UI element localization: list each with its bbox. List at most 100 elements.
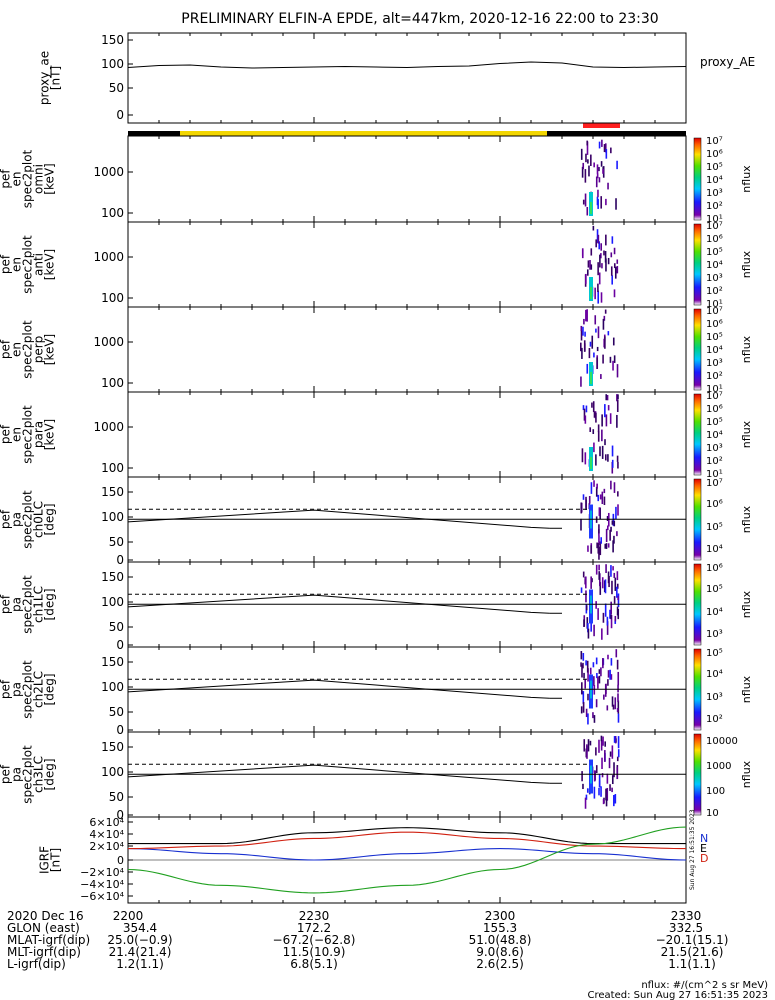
spectrogram-cell [586, 746, 588, 759]
spectrogram-cell [582, 494, 585, 500]
eph-r4-c2: 2.6(2.5) [476, 957, 524, 971]
spectrogram-cell [599, 446, 601, 457]
spectrogram-cell [606, 395, 609, 401]
colorbar-tick-label: 10⁵ [706, 417, 723, 428]
spectrogram-cell [611, 787, 613, 793]
y-axis-label: en [10, 427, 24, 442]
colorbar [693, 393, 702, 476]
spectrogram-cell [616, 399, 619, 412]
spectrogram-cell [582, 326, 584, 336]
spectrogram-cell [586, 141, 589, 155]
colorbar-tick-label: 10⁴ [706, 607, 723, 618]
spectrogram-cell [607, 257, 610, 265]
curves-layer [127, 61, 687, 894]
spectrogram-cell [613, 762, 615, 768]
spectrogram-cell [580, 587, 583, 593]
y-tick-label: 1000 [93, 250, 124, 264]
spectrogram-cell [584, 797, 587, 809]
y-axis-label: pef [0, 424, 13, 444]
spectrogram-cell [601, 577, 604, 589]
spectrogram-cell [609, 609, 611, 619]
eph-r3-c2: 9.0(8.6) [476, 945, 524, 959]
loss-cone-curve [127, 764, 550, 784]
y-tick-label: 0 [116, 723, 124, 737]
spectrogram-core [590, 287, 592, 299]
eph-r4-c3: 1.1(1.1) [668, 957, 716, 971]
spectrogram-cell [593, 786, 596, 799]
spectrogram-cell [586, 309, 588, 322]
y-axis-label: pa [10, 767, 24, 782]
y-axis-label: ch2LC [32, 671, 46, 708]
eph-r4-c1: 6.8(5.1) [290, 957, 338, 971]
spectrogram-cell [617, 593, 620, 607]
spectrogram-cell [601, 263, 603, 269]
spectrogram-cell [610, 615, 613, 629]
spectrogram-cell [610, 266, 613, 276]
y-tick-label: 4×10⁴ [89, 828, 124, 841]
colorbar-tick-label: 10⁶ [706, 234, 723, 245]
spectrogram-cell [616, 414, 618, 428]
colorbar-tick-label: 10⁷ [706, 221, 723, 232]
eph-r2-c3: −20.1(15.1) [656, 933, 729, 947]
legend-e: E [700, 842, 707, 855]
spectrogram-cell [604, 543, 607, 549]
spectrogram-cell [611, 580, 613, 595]
igrf-N-line [127, 848, 687, 861]
spectrogram-cell [585, 309, 587, 322]
y-tick-label: 1000 [93, 420, 124, 434]
spectrogram-cell [612, 540, 614, 553]
spectrogram-cell [596, 672, 598, 679]
panels: 150100500proxy_ae[nT]1000100elapefenspec… [0, 32, 755, 904]
colorbar-tick-label: 10² [706, 714, 723, 725]
y-axis-label: spec2plot [21, 575, 35, 634]
spectrogram-cell [595, 699, 598, 708]
spectrogram-cell [604, 741, 606, 747]
spectrogram-cell [610, 565, 612, 577]
spectrogram-cell [616, 707, 619, 712]
spectrogram-cell [614, 615, 617, 622]
y-axis-label: [keV] [43, 419, 57, 450]
spectrogram-cell [593, 480, 595, 487]
y-tick-label: 100 [101, 57, 124, 71]
spectrogram-cell [616, 583, 619, 589]
spectrogram-cell [600, 374, 602, 379]
colorbar-tick-label: 10² [706, 286, 723, 297]
y-axis-label: anti [32, 253, 46, 276]
spectrogram-cell [590, 576, 592, 589]
spectrogram-cell [589, 427, 592, 432]
spectrogram-cell [603, 694, 605, 700]
spectrogram-cell [599, 494, 602, 500]
spectrogram-cell [612, 704, 615, 710]
spectrogram-cell [606, 616, 609, 626]
colorbar-tick-label: 10⁵ [706, 584, 723, 595]
y-axis-label: [nT] [49, 66, 63, 90]
spectrogram-cell [581, 682, 583, 695]
spectrogram-cell [591, 578, 593, 583]
colorbar-tick-label: 10⁶ [706, 499, 723, 510]
y-axis-label: ela [0, 595, 2, 613]
spectrogram-cell [616, 455, 619, 462]
spectrogram-cell [583, 340, 586, 352]
spectrogram-cell [600, 243, 602, 251]
colorbar-tick-label: 10⁴ [706, 260, 723, 271]
colorbar-tick-label: 10 [706, 808, 719, 819]
y-tick-label: −2×10⁴ [80, 866, 124, 879]
colorbar-tick-label: 10⁷ [706, 306, 723, 317]
spectrogram-cell [587, 668, 589, 682]
spectrogram-cell [597, 189, 599, 198]
spectrogram-cell [602, 318, 605, 330]
spectrogram-core [590, 372, 592, 384]
colorbar-tick-label: 10³ [706, 188, 723, 199]
y-tick-label: −4×10⁴ [80, 878, 124, 891]
spectrogram-cell [614, 735, 617, 744]
y-axis-label: [nT] [49, 848, 63, 872]
spectrogram-cell [585, 590, 587, 603]
spectrogram-cell [585, 153, 587, 163]
spectrogram-cell [599, 254, 601, 268]
spectrogram-cell [593, 715, 596, 723]
spectrogram-cell [613, 289, 616, 298]
spectrogram-cell [613, 355, 616, 363]
y-tick-label: 50 [109, 620, 124, 634]
y-tick-label: 100 [101, 461, 124, 475]
spectrogram-cell [601, 414, 603, 427]
